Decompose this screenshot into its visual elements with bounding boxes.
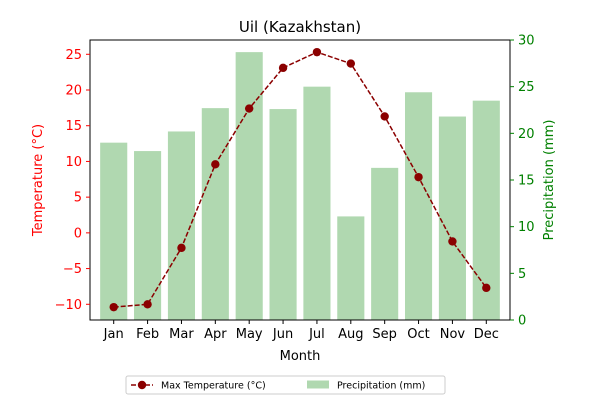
y-left-tick-label: −10 [55, 298, 82, 313]
precipitation-bar [405, 92, 433, 321]
legend-frame [125, 375, 446, 395]
temperature-point [143, 300, 152, 309]
temperature-point [414, 172, 423, 182]
x-axis: Jan Feb Mar Apr May Jun Jul Aug Sep Oct Nov Dec [103, 320, 499, 342]
precipitation-bar [303, 86, 331, 321]
precipitation-bar [337, 216, 365, 320]
legend-label-precipitation: Precipitation (mm) [337, 381, 425, 392]
line-layer [109, 47, 491, 312]
precipitation-bar [438, 116, 466, 321]
temperature-point [482, 283, 491, 293]
x-tick-label: Nov [440, 327, 466, 342]
y-right-axis: 0 5 10 15 20 25 30 [510, 34, 535, 329]
y-right-tick-label: 25 [518, 80, 535, 95]
legend: Max Temperature (°C) Precipitation (mm) [125, 375, 446, 395]
x-tick-label: Apr [204, 327, 227, 342]
y-left-tick-label: −5 [63, 262, 82, 277]
temperature-point [380, 112, 389, 121]
precipitation-bar [201, 108, 229, 320]
temperature-point [177, 243, 186, 253]
temperature-line [113, 51, 487, 308]
y-right-tick-label: 10 [518, 220, 535, 235]
temperature-point [278, 63, 288, 73]
y-left-tick-label: 0 [74, 226, 82, 241]
y-left-tick-label: 25 [65, 48, 82, 63]
y-left-tick-label: 10 [65, 155, 82, 170]
x-tick-label: Feb [136, 327, 159, 342]
temperature-point [244, 104, 254, 113]
precipitation-bar [235, 52, 263, 321]
y-right-tick-label: 20 [518, 127, 535, 142]
chart-title: Uil (Kazakhstan) [239, 18, 361, 36]
y-right-tick-label: 30 [518, 34, 535, 49]
precipitation-bar [371, 167, 399, 320]
x-tick-label: Sep [372, 327, 397, 342]
legend-bar-swatch [307, 380, 329, 389]
x-tick-label: May [236, 327, 263, 342]
bars-layer [100, 52, 500, 321]
temperature-point [109, 302, 118, 312]
x-tick-label: Jun [272, 327, 293, 342]
y-right-tick-label: 0 [518, 314, 526, 329]
x-tick-label: Oct [407, 327, 429, 342]
precipitation-bar [100, 142, 128, 320]
x-axis-label: Month [280, 349, 321, 364]
y-left-axis-label: Temperature (°C) [31, 124, 46, 237]
y-right-tick-label: 5 [518, 267, 526, 282]
temperature-point [312, 47, 322, 57]
precipitation-bar [472, 100, 500, 321]
legend-line-marker [137, 380, 147, 390]
x-tick-label: Jul [308, 327, 325, 342]
precipitation-bar [269, 109, 297, 320]
y-right-axis-label: Precipitation (mm) [542, 120, 557, 241]
temperature-point [211, 160, 220, 169]
x-tick-label: Aug [338, 327, 363, 342]
temperature-point [346, 59, 356, 68]
x-tick-label: Jan [103, 327, 124, 342]
y-left-tick-label: 15 [65, 119, 82, 134]
x-tick-label: Dec [474, 327, 499, 342]
temperature-point [448, 237, 457, 246]
legend-label-temperature: Max Temperature (°C) [161, 381, 266, 392]
y-right-tick-label: 15 [518, 174, 535, 189]
x-tick-label: Mar [169, 327, 194, 342]
y-left-tick-label: 20 [65, 84, 82, 99]
y-left-axis: −10 −5 0 5 10 15 20 25 [55, 48, 90, 313]
precipitation-bar [134, 151, 162, 320]
y-left-tick-label: 5 [74, 191, 82, 206]
